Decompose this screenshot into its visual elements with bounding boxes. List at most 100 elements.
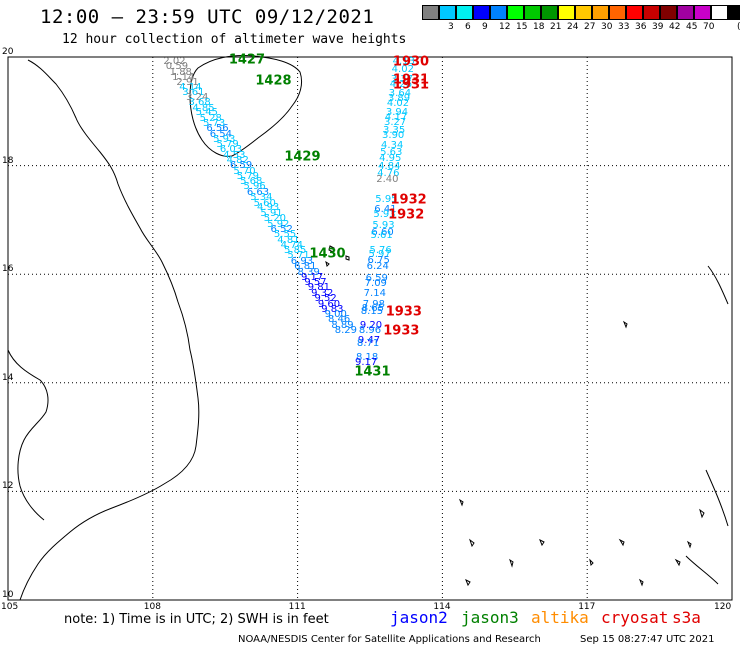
legend-label: 15: [516, 22, 528, 32]
wave-height-value: 3.64: [388, 88, 412, 100]
wave-height-value: 3.89: [387, 93, 411, 105]
legend-label: 70: [703, 22, 715, 32]
wave-height-value: 5.76: [369, 245, 392, 257]
legend-label: 42: [669, 22, 681, 32]
wave-height-value: 4.74: [280, 239, 303, 251]
wave-height-value: 7.98: [362, 298, 385, 310]
wave-height-value: 4.14: [179, 81, 202, 93]
luzon-coastline: [685, 265, 729, 585]
wave-height-value: 9.17: [354, 356, 378, 368]
wave-height-value: 9.52: [314, 293, 337, 305]
wave-height-value: 5.96: [243, 181, 266, 193]
legend-swatch: [422, 5, 439, 20]
wave-height-value: 8.29: [334, 325, 357, 337]
satellite-name-altika: altika: [531, 608, 589, 627]
legend-label: 18: [533, 22, 545, 32]
wave-height-value: 9.60: [317, 298, 341, 310]
wave-height-value: 6.75: [367, 254, 390, 266]
pass-time-label: 1427: [228, 52, 265, 68]
legend-swatch: [592, 5, 609, 20]
wave-height-value: 6.41: [374, 203, 397, 215]
pass-time-label: 1930: [392, 54, 430, 70]
wave-height-value: 6.60: [371, 226, 394, 238]
wave-height-value: 0.59: [165, 61, 189, 73]
wave-height-value: 6.81: [294, 261, 317, 273]
wave-height-value: 8.65: [361, 303, 385, 315]
y-tick-label: 10: [2, 590, 14, 600]
wave-height-value: 5.93: [372, 219, 395, 231]
y-tick-label: 16: [2, 264, 14, 275]
wave-height-value: 5.63: [380, 147, 403, 159]
wave-height-value: 8.15: [360, 305, 384, 317]
wave-height-value: 8.46: [327, 314, 351, 326]
wave-height-value: 9.83: [321, 304, 344, 316]
wave-height-value: 3.61: [182, 86, 205, 98]
wave-height-value: 6.52: [270, 223, 293, 235]
wave-height-value: 8.89: [331, 319, 354, 331]
wave-height-value: 4.53: [223, 149, 246, 161]
wave-height-value: 4.84: [378, 160, 401, 172]
pass-time-label: 1431: [354, 364, 391, 380]
wave-height-value: 5.61: [370, 230, 393, 242]
wave-height-value: 6.03: [219, 144, 243, 156]
pass-time-label: 1933: [383, 323, 420, 339]
gulf-coastline: [7, 349, 49, 521]
wave-height-value: 5.73: [202, 118, 226, 130]
wave-height-value: 6.59: [365, 273, 388, 285]
legend-swatch: [660, 5, 677, 20]
satellite-name-jason2: jason2: [390, 608, 448, 627]
wave-height-value: 9.47: [357, 334, 381, 346]
wave-height-value: 1.14: [172, 71, 195, 83]
wave-height-value: 9.81: [307, 282, 330, 294]
wave-height-value: 4.95: [379, 152, 402, 164]
wave-height-value: 5.79: [216, 138, 239, 150]
wave-height-value: 6.54: [209, 128, 232, 140]
legend-swatch: [575, 5, 592, 20]
legend-label: 39: [652, 22, 664, 32]
legend-swatch: [524, 5, 541, 20]
wave-height-value: 5.92: [267, 218, 290, 230]
wave-height-value: 4.26: [389, 78, 413, 90]
credit-line: NOAA/NESDIS Center for Satellite Applica…: [238, 634, 541, 645]
legend-swatch: [507, 5, 524, 20]
satellite-name-cryosat: cryosat: [601, 608, 669, 627]
legend-swatch: [490, 5, 507, 20]
wave-height-value: 9.32: [311, 287, 334, 299]
wave-height-value: 8.96: [358, 324, 382, 336]
hainan-coastline: [189, 55, 303, 157]
y-tick-label: 18: [2, 155, 14, 166]
wave-height-value: 4.85: [192, 102, 215, 114]
wave-height-value: 5.95: [375, 193, 398, 205]
wave-height-value: 3.24: [186, 92, 209, 104]
pass-time-label: 1430: [309, 246, 346, 262]
footer-note: note: 1) Time is in UTC; 2) SWH is in fe…: [64, 612, 329, 627]
wave-height-value: 6.59: [229, 160, 253, 172]
paracel-island: [345, 255, 350, 261]
legend-swatch: [711, 5, 728, 20]
wave-height-value: 4.93: [257, 202, 280, 214]
wave-height-value: 9.17: [300, 272, 324, 283]
wave-height-value: 5.71: [287, 250, 310, 262]
wave-height-value: 5.70: [233, 165, 256, 177]
pass-time-label: 1932: [390, 192, 427, 208]
wave-height-value: 8.39: [297, 266, 320, 278]
satellite-name-s3a: s3a: [672, 608, 701, 627]
wave-height-value: 2.02: [163, 56, 186, 68]
philippine-islets: [458, 320, 705, 587]
pass-time-label: 1931: [392, 77, 430, 93]
wave-height-value: 7.09: [364, 277, 387, 289]
pass-time-label: 1932: [388, 207, 425, 223]
x-tick-label: 108: [143, 602, 161, 612]
legend-label: 21: [550, 22, 562, 32]
legend-label: 6: [465, 22, 471, 32]
x-tick-label: 120: [714, 602, 732, 612]
pass-time-label: 1429: [284, 149, 321, 165]
wave-height-value: 5.93: [373, 209, 396, 220]
legend-swatch: [541, 5, 558, 20]
wave-height-value: 5.28: [199, 112, 222, 124]
legend-label: 33: [618, 22, 630, 32]
wave-height-value: 2.91: [176, 76, 199, 88]
wave-height-value: 4.13: [392, 56, 415, 68]
wave-height-value: 4.82: [226, 154, 249, 166]
